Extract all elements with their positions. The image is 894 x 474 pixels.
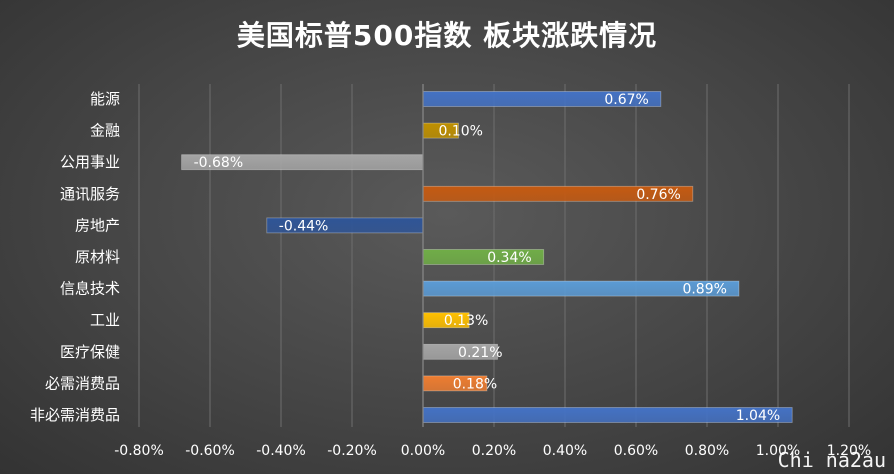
gridlines [138,84,850,427]
data-label: -0.68% [194,155,244,171]
data-label: 0.21% [458,345,502,361]
axes: -0.80% -0.60% -0.40% -0.20% 0.00% 0.20% 0.40% 0… [114,84,871,459]
category-label: 信息技术 [60,280,120,298]
x-tick-label: -0.60% [185,443,235,459]
data-label: 0.18% [453,376,497,392]
data-label: -0.44% [279,218,329,234]
data-labels: 能源 0.67% 金融 0.10% 公用事业 -0.68% 通讯服务 0.76% 房地产 -0.4… [30,90,780,424]
category-label: 金融 [90,122,120,140]
data-label: 0.67% [604,92,648,108]
category-label: 必需消费品 [45,374,120,392]
x-tick-label: -0.80% [114,443,164,459]
category-label: 通讯服务 [60,185,120,203]
category-label: 房地产 [75,216,120,234]
data-label: 0.76% [636,187,680,203]
x-tick-label: 1.00% [756,443,800,459]
watermark: Chi na2au [777,448,886,472]
category-label: 工业 [90,311,120,329]
x-tick-label: -0.20% [327,443,377,459]
chart-title: 美国标普500指数 板块涨跌情况 [236,19,658,52]
x-tick-label: 0.40% [543,443,587,459]
data-label: 0.34% [487,250,531,266]
data-label: 1.04% [736,408,780,424]
data-label: 0.10% [439,124,483,140]
x-tick-label: 0.00% [401,443,445,459]
x-tick-label: 1.20% [827,443,871,459]
x-tick-label: 0.20% [472,443,516,459]
category-label: 非必需消费品 [30,406,120,424]
bars [181,91,793,423]
category-label: 医疗保健 [60,343,120,361]
data-label: 0.89% [682,282,726,298]
category-label: 公用事业 [60,153,120,171]
data-label: 0.13% [444,313,488,329]
x-tick-label: -0.40% [256,443,306,459]
category-label: 能源 [90,90,120,108]
x-tick-label: 0.80% [685,443,729,459]
x-tick-label: 0.60% [614,443,658,459]
category-label: 原材料 [75,248,120,266]
